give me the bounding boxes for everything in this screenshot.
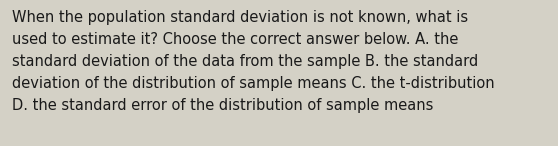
Text: When the population standard deviation is not known, what is
used to estimate it: When the population standard deviation i… [12,10,495,113]
